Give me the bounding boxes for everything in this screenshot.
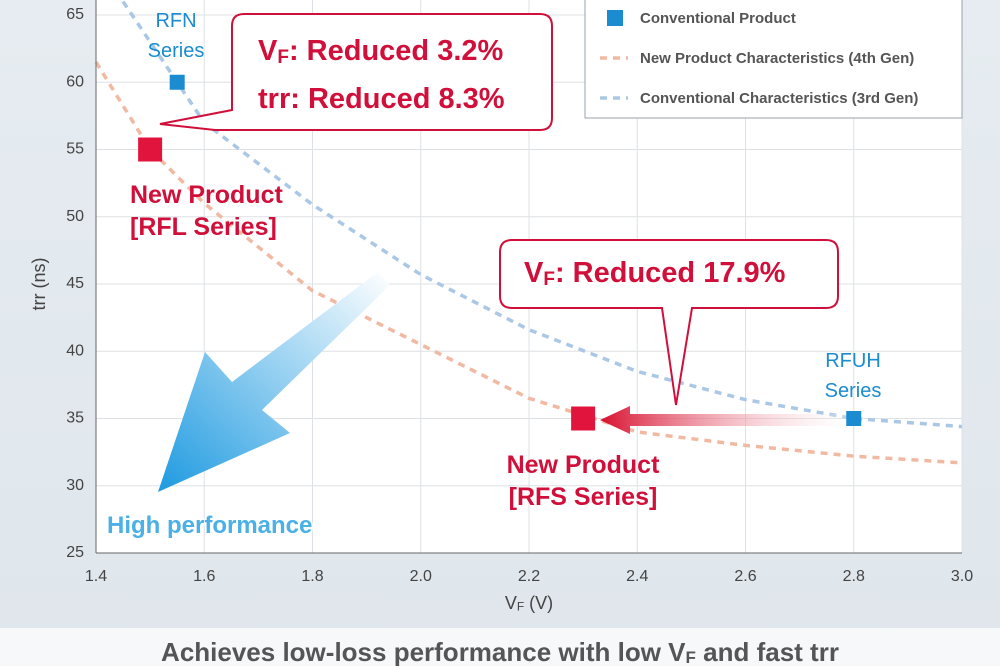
legend-label: New Product Characteristics (4th Gen) — [640, 50, 914, 67]
text-part: Series — [148, 40, 205, 62]
text-part: RFN — [155, 10, 196, 32]
annotation: RFUH — [825, 350, 881, 372]
x-tick-label: 3.0 — [951, 568, 973, 585]
reduction-arrow — [600, 406, 850, 434]
x-tick-label: 2.0 — [410, 568, 432, 585]
footer-band — [0, 628, 1000, 666]
legend-box — [584, 0, 963, 119]
y-tick-label: 25 — [66, 544, 84, 561]
annotation: [RFL Series] — [130, 213, 277, 241]
text-part: : Reduced 17.9% — [555, 257, 786, 289]
x-tick-label: 2.8 — [843, 568, 865, 585]
text-part: Series — [825, 380, 882, 402]
x-tick-label: 2.6 — [734, 568, 756, 585]
text-part: F — [686, 649, 696, 666]
y-tick-label: 45 — [66, 275, 84, 292]
text-part: [RFL Series] — [130, 213, 277, 241]
text-part: F — [517, 600, 524, 614]
characteristic-curve — [94, 61, 963, 465]
x-tick-label: 1.8 — [301, 568, 323, 585]
text-part: V — [505, 593, 517, 613]
footer-text: Achieves low-loss performance with low V… — [161, 637, 839, 666]
text-part: RFUH — [825, 350, 881, 372]
y-tick-label: 60 — [66, 73, 84, 90]
text-part: V — [258, 35, 278, 67]
text-part: trr: Reduced 8.3% — [258, 83, 505, 115]
y-tick-label: 55 — [66, 141, 84, 158]
text-part: F — [277, 47, 289, 68]
performance-arrow — [158, 272, 390, 492]
text-part: F — [543, 269, 555, 290]
text-part: High performance — [107, 512, 312, 539]
data-point — [138, 137, 163, 162]
annotation: VF: Reduced 17.9% — [524, 257, 786, 290]
x-tick-label: 2.4 — [626, 568, 648, 585]
legend-swatch — [607, 10, 623, 26]
y-tick-label: 35 — [66, 410, 84, 427]
annotation: Series — [148, 40, 205, 62]
text-part: V — [524, 257, 544, 289]
callout-box — [499, 239, 839, 406]
y-tick-label: 65 — [66, 6, 84, 23]
annotation: [RFS Series] — [509, 483, 658, 511]
y-tick-label: 50 — [66, 208, 84, 225]
legend-label: Conventional Characteristics (3rd Gen) — [640, 90, 918, 107]
data-point — [571, 406, 596, 431]
data-point — [169, 74, 185, 90]
annotation: RFN — [155, 10, 196, 32]
y-tick-label: 40 — [66, 342, 84, 359]
annotation: New Product — [130, 181, 283, 209]
y-axis-title: trr (ns) — [29, 258, 49, 311]
annotation: trr: Reduced 8.3% — [258, 83, 505, 115]
text-part: and fast trr — [696, 637, 839, 666]
annotation: Series — [825, 380, 882, 402]
x-axis-title: VF (V) — [505, 593, 553, 614]
x-tick-label: 1.4 — [85, 568, 107, 585]
y-tick-label: 30 — [66, 477, 84, 494]
legend-label: Conventional Product — [640, 10, 796, 27]
text-part: : Reduced 3.2% — [289, 35, 504, 67]
text-part: New Product — [130, 181, 283, 209]
text-part: New Product — [507, 451, 660, 479]
x-tick-label: 2.2 — [518, 568, 540, 585]
annotation: New Product — [507, 451, 660, 479]
text-part: (V) — [524, 593, 553, 613]
characteristic-curve — [121, 0, 963, 429]
x-tick-label: 1.6 — [193, 568, 215, 585]
annotation: VF: Reduced 3.2% — [258, 35, 504, 68]
data-point — [846, 411, 862, 426]
text-part: [RFS Series] — [509, 483, 658, 511]
callout-box — [159, 13, 553, 131]
text-part: Achieves low-loss performance with low V — [161, 637, 686, 666]
annotation: High performance — [107, 512, 312, 539]
